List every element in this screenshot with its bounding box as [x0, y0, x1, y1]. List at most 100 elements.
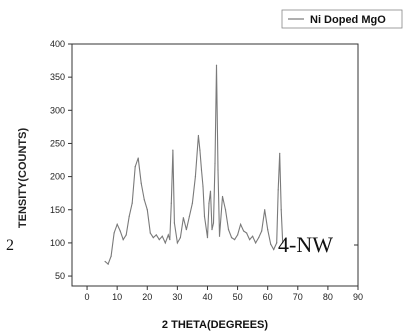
data-point: [170, 202, 172, 204]
data-point: [152, 237, 154, 239]
data-point: [172, 149, 174, 151]
x-tick-label: 20: [142, 292, 152, 302]
data-point: [158, 238, 160, 241]
annotation-label: 4-NW: [278, 232, 333, 257]
data-point: [104, 260, 106, 263]
data-point: [149, 232, 151, 234]
data-point: [211, 229, 213, 231]
data-point: [233, 238, 236, 241]
data-point: [252, 235, 254, 237]
legend: Ni Doped MgO: [281, 9, 403, 29]
x-tick-label: 10: [112, 292, 122, 302]
y-axis-title: TENSITY(COUNTS): [17, 128, 29, 229]
data-point: [200, 169, 203, 171]
x-tick-label: 60: [263, 292, 273, 302]
data-point: [134, 166, 136, 168]
plot-frame: [71, 43, 359, 287]
data-point: [128, 215, 130, 217]
data-point: [214, 162, 216, 164]
data-point: [199, 149, 201, 151]
data-point: [164, 242, 166, 244]
data-point: [221, 195, 224, 198]
data-point: [261, 230, 263, 232]
data-point: [273, 248, 275, 251]
y-tick-label: 50: [55, 271, 65, 281]
data-point: [161, 235, 163, 237]
data-point: [169, 238, 171, 241]
data-point: [146, 209, 148, 211]
data-point: [110, 255, 112, 257]
data-point: [122, 238, 124, 241]
data-point: [239, 223, 242, 225]
data-point: [224, 209, 227, 211]
data-point: [255, 242, 257, 244]
data-point: [107, 263, 109, 265]
data-point: [212, 222, 215, 224]
legend-box: [281, 9, 403, 29]
y-tick-label: 400: [50, 39, 65, 49]
data-point: [279, 152, 281, 154]
data-point: [203, 215, 206, 217]
data-point: [191, 202, 194, 204]
data-point: [197, 134, 200, 137]
y-tick-label: 350: [50, 72, 65, 82]
data-point: [125, 234, 127, 236]
y-tick-label: 250: [50, 138, 65, 148]
y-tick-label: 100: [50, 238, 65, 248]
data-point: [155, 234, 157, 236]
data-point: [243, 230, 245, 232]
data-point: [230, 237, 233, 239]
data-point: [215, 64, 218, 66]
data-point: [282, 242, 284, 244]
data-point: [188, 215, 191, 217]
x-tick-label: 70: [293, 292, 303, 302]
data-point: [217, 169, 219, 171]
data-point: [179, 237, 181, 239]
data-point: [173, 222, 175, 224]
y-tick-label: 200: [50, 172, 65, 182]
x-tick-label: 90: [353, 292, 363, 302]
x-tick-label: 50: [233, 292, 243, 302]
x-axis-title: 2 THETA(DEGREES): [162, 319, 268, 331]
data-point: [113, 232, 115, 234]
data-point: [258, 237, 260, 239]
data-point: [140, 182, 142, 184]
data-point: [209, 190, 212, 192]
x-tick-label: 40: [202, 292, 212, 302]
data-point: [185, 229, 187, 231]
y-axis-ticks: 50 100 150 200 250 300 350 400: [50, 39, 72, 281]
x-tick-label: 80: [323, 292, 333, 302]
data-point: [137, 157, 139, 159]
data-point: [277, 189, 279, 191]
y-axis-prefix: 2: [6, 237, 14, 254]
y-tick-label: 300: [50, 105, 65, 115]
data-point: [208, 202, 210, 204]
data-point: [206, 237, 209, 239]
data-point: [116, 223, 118, 225]
data-point: [131, 202, 133, 204]
y-tick-label: 150: [50, 205, 65, 215]
x-tick-label: 30: [172, 292, 182, 302]
data-point: [249, 238, 251, 241]
data-point: [236, 234, 239, 236]
data-point: [202, 185, 204, 188]
data-point: [182, 217, 184, 219]
data-point: [176, 242, 178, 244]
legend-label: Ni Doped MgO: [310, 14, 386, 26]
data-point: [270, 243, 272, 245]
data-point: [218, 235, 221, 237]
data-point: [227, 229, 230, 231]
series-points: [104, 64, 284, 265]
data-point: [276, 242, 278, 244]
data-point: [264, 209, 266, 211]
data-point: [246, 232, 248, 234]
data-point: [119, 230, 121, 232]
data-point: [194, 176, 197, 178]
x-tick-label: 0: [85, 292, 90, 302]
data-point: [280, 209, 282, 211]
x-axis-ticks: 0 10 20 30 40 50 60 70 80 90: [85, 286, 363, 302]
data-point: [143, 199, 145, 201]
y-axis-title-group: TENSITY(COUNTS): [17, 128, 29, 229]
data-point: [167, 234, 169, 236]
